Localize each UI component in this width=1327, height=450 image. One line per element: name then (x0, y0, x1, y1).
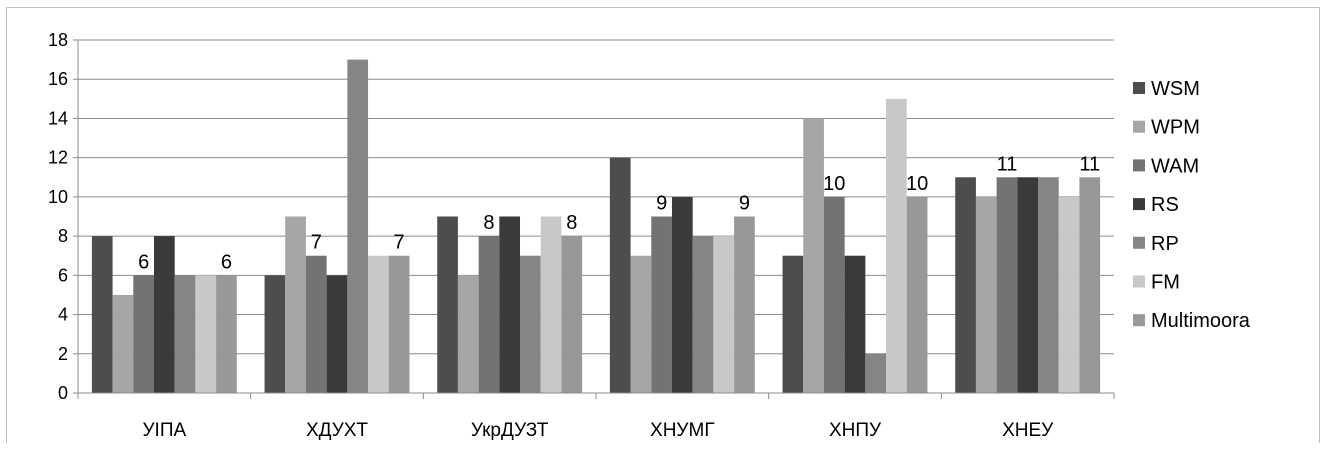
data-label: 7 (394, 232, 405, 254)
bar-wam-1 (133, 275, 154, 393)
x-category-label: ХДУХТ (306, 420, 368, 441)
chart-frame (6, 7, 1320, 443)
bar-multimoora-4 (734, 216, 755, 393)
bar-fm-2 (368, 255, 389, 393)
bar-rs-5 (844, 255, 866, 393)
bar-rp-5 (865, 353, 887, 393)
bar-wam-5 (823, 196, 845, 393)
chart-frame-left-edge (6, 7, 7, 443)
bar-wpm-1 (112, 294, 134, 393)
data-label: 9 (656, 193, 667, 215)
y-tick-label: 12 (48, 148, 68, 168)
bar-rp-2 (347, 59, 369, 393)
gridlines (78, 39, 1114, 355)
axes: 0 2 4 6 8 10 12 14 16 18 УІПА ХДУХТ УкрДУЗТ ХНУМГ ХНПУ… (48, 30, 1115, 441)
bar-wpm-5 (803, 118, 824, 393)
bar-multimoora-5 (906, 196, 928, 393)
bar-wpm-3 (457, 275, 479, 393)
legend-swatch (1133, 236, 1145, 249)
bar-rp-4 (692, 236, 714, 393)
y-tick-label: 6 (58, 265, 68, 285)
x-category-label: УкрДУЗТ (471, 420, 549, 441)
data-labels: 6 6 7 7 8 8 9 9 10 10 11 11 (138, 153, 1100, 273)
legend-label: WSM (1151, 78, 1200, 100)
legend-swatch (1133, 275, 1145, 288)
legend-label: WPM (1151, 117, 1200, 139)
data-label: 8 (483, 212, 494, 234)
legend-swatch (1133, 82, 1145, 94)
y-tick-label: 18 (48, 30, 68, 50)
y-tick-label: 8 (58, 226, 68, 246)
bar-rs-4 (671, 196, 693, 393)
y-tick-label: 16 (48, 69, 68, 89)
bar-fm-1 (195, 275, 217, 393)
bar-fm-4 (713, 236, 735, 393)
legend-swatch (1133, 120, 1145, 133)
bar-fm-6 (1058, 196, 1080, 393)
legend: WSM WPM WAM RS RP FM Multimoora (1133, 78, 1251, 332)
legend-label: RS (1151, 194, 1179, 216)
bar-wsm-4 (609, 157, 631, 393)
x-category-label: ХНЕУ (1002, 420, 1054, 441)
bar-wam-6 (996, 177, 1018, 393)
data-label: 9 (739, 193, 750, 215)
legend-swatch (1133, 314, 1145, 327)
bar-multimoora-2 (388, 255, 410, 393)
legend-label: RP (1151, 233, 1179, 255)
bar-wpm-2 (285, 216, 306, 393)
data-label: 10 (906, 173, 928, 195)
bar-fm-3 (540, 216, 562, 393)
bar-wam-2 (305, 255, 327, 393)
data-label: 7 (311, 232, 322, 254)
bar-wsm-3 (437, 216, 458, 393)
bar-wam-4 (651, 216, 672, 393)
x-category-label: ХНПУ (829, 420, 882, 441)
bar-rs-1 (153, 236, 175, 393)
bar-wam-3 (478, 236, 500, 393)
bar-multimoora-3 (561, 236, 583, 393)
y-tick-label: 10 (48, 187, 68, 207)
bar-rs-2 (326, 275, 348, 393)
y-tick-label: 14 (48, 108, 68, 128)
bars (91, 59, 1101, 393)
bar-rp-3 (520, 255, 541, 393)
x-category-label: УІПА (142, 420, 186, 441)
y-tick-label: 2 (58, 344, 68, 364)
bar-rs-6 (1017, 177, 1039, 393)
bar-wsm-1 (91, 236, 113, 393)
legend-swatch (1133, 198, 1145, 211)
y-tick-label: 0 (58, 383, 68, 403)
x-category-label: ХНУМГ (650, 420, 715, 441)
legend-label: Multimoora (1151, 310, 1251, 332)
bar-wsm-5 (782, 255, 804, 393)
legend-label: FM (1151, 272, 1180, 294)
data-label: 6 (138, 251, 149, 273)
bar-wsm-6 (955, 177, 976, 393)
data-label: 8 (566, 212, 577, 234)
bar-rp-1 (174, 275, 196, 393)
data-label: 11 (997, 153, 1018, 175)
data-label: 10 (823, 173, 845, 195)
bar-rs-3 (499, 216, 521, 393)
legend-swatch (1133, 159, 1145, 172)
bar-multimoora-6 (1079, 177, 1101, 393)
bar-fm-5 (886, 98, 907, 393)
bar-wpm-6 (975, 196, 997, 393)
bar-wpm-4 (630, 255, 652, 393)
bar-wsm-2 (264, 275, 286, 393)
bar-multimoora-1 (216, 275, 237, 393)
data-label: 11 (1079, 153, 1100, 175)
y-tick-label: 4 (58, 305, 68, 325)
legend-label: WAM (1151, 155, 1199, 177)
data-label: 6 (221, 251, 232, 273)
bar-rp-6 (1038, 177, 1059, 393)
